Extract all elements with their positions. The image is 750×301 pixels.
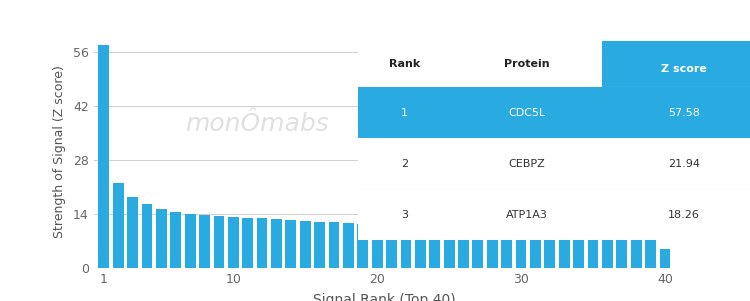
Text: 1: 1	[401, 107, 408, 118]
Bar	[286, 220, 296, 268]
Bar	[112, 183, 124, 268]
FancyBboxPatch shape	[358, 41, 452, 87]
Text: 18.26: 18.26	[668, 209, 700, 220]
Bar	[156, 209, 166, 268]
Bar	[343, 223, 354, 268]
Bar	[372, 225, 382, 268]
Bar	[358, 224, 368, 268]
Bar	[573, 235, 584, 268]
Text: 3: 3	[401, 209, 408, 220]
Text: CEBPZ: CEBPZ	[509, 159, 545, 169]
Bar	[530, 233, 541, 268]
FancyBboxPatch shape	[452, 138, 602, 189]
Text: ATP1A3: ATP1A3	[506, 209, 548, 220]
Bar	[487, 231, 498, 268]
Bar	[242, 218, 253, 268]
FancyBboxPatch shape	[602, 87, 750, 138]
Bar	[184, 214, 196, 268]
Bar	[386, 225, 397, 268]
Bar	[271, 219, 282, 268]
Bar	[559, 234, 569, 268]
Bar	[256, 219, 268, 268]
Bar	[587, 235, 598, 268]
Text: Protein: Protein	[504, 59, 550, 69]
FancyBboxPatch shape	[358, 138, 452, 189]
FancyBboxPatch shape	[452, 189, 602, 240]
Bar	[631, 238, 641, 268]
Y-axis label: Strength of Signal (Z score): Strength of Signal (Z score)	[53, 66, 66, 238]
FancyBboxPatch shape	[602, 41, 750, 96]
Text: 57.58: 57.58	[668, 107, 700, 118]
Bar	[200, 215, 210, 268]
Bar	[98, 45, 109, 268]
Bar	[444, 228, 454, 268]
Text: monÔmabs: monÔmabs	[184, 112, 328, 136]
FancyBboxPatch shape	[602, 189, 750, 240]
Bar	[458, 229, 469, 268]
Bar	[228, 217, 238, 268]
Bar	[659, 249, 670, 268]
Bar	[214, 216, 224, 268]
Bar	[472, 230, 483, 268]
Bar	[429, 228, 440, 268]
Text: 21.94: 21.94	[668, 159, 700, 169]
Text: Z score: Z score	[661, 64, 706, 73]
Bar	[602, 236, 613, 268]
Bar	[128, 197, 138, 268]
Bar	[544, 234, 555, 268]
Text: Rank: Rank	[389, 59, 420, 69]
Bar	[328, 222, 340, 268]
Bar	[314, 222, 325, 268]
Bar	[645, 239, 656, 268]
Bar	[300, 221, 310, 268]
Bar	[501, 231, 512, 268]
Bar	[616, 237, 627, 268]
Text: CDC5L: CDC5L	[509, 107, 545, 118]
FancyBboxPatch shape	[452, 41, 602, 87]
Bar	[415, 227, 426, 268]
FancyBboxPatch shape	[358, 87, 452, 138]
X-axis label: Signal Rank (Top 40): Signal Rank (Top 40)	[313, 293, 456, 301]
Bar	[142, 204, 152, 268]
Text: 2: 2	[401, 159, 408, 169]
FancyBboxPatch shape	[452, 87, 602, 138]
FancyBboxPatch shape	[602, 138, 750, 189]
Bar	[516, 232, 526, 268]
FancyBboxPatch shape	[358, 189, 452, 240]
Bar	[170, 212, 182, 268]
Bar	[400, 226, 411, 268]
